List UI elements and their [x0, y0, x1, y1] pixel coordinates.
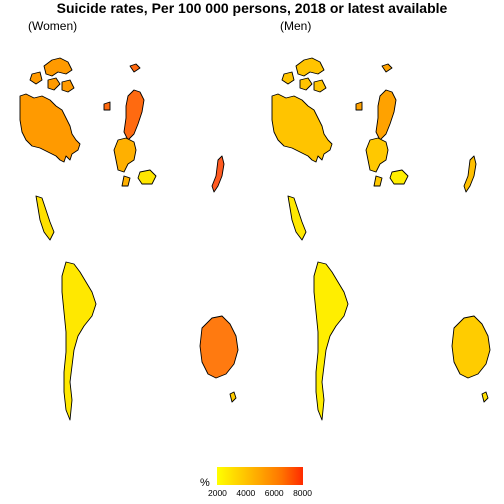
legend-title: % [200, 477, 210, 489]
country-shape-western-europe [121, 175, 131, 187]
country-shape-north-america [281, 71, 295, 85]
country-shape-north-america [47, 77, 61, 91]
country-shape-western-europe [373, 175, 383, 187]
country-shape-nordic [129, 63, 141, 73]
country-shape-north-america [29, 71, 43, 85]
country-shape-north-america [271, 93, 333, 163]
legend-tick-label: 2000 [208, 488, 227, 498]
panel-label-men: (Men) [280, 19, 312, 33]
legend-color-bar [217, 467, 303, 485]
chart-title: Suicide rates, Per 100 000 persons, 2018… [56, 0, 448, 16]
country-shape-new-zealand [481, 391, 489, 403]
country-shape-western-europe [365, 137, 389, 173]
country-shape-mexico [287, 195, 307, 241]
country-shape-south-america [61, 261, 97, 421]
country-shape-japan-korea [463, 155, 477, 193]
country-shape-mexico [35, 195, 55, 241]
country-shape-south-america [313, 261, 349, 421]
country-shape-new-zealand [229, 391, 237, 403]
country-shape-north-america [43, 57, 73, 77]
country-shape-north-america [313, 79, 327, 93]
country-shape-north-america [19, 93, 81, 163]
legend-ticks: 2000 4000 6000 8000 [208, 488, 312, 498]
country-shape-eastern-europe [137, 169, 157, 185]
country-shape-nordic [375, 89, 397, 141]
country-shape-north-america [295, 57, 325, 77]
country-shape-western-europe [113, 137, 137, 173]
map-panel-women [19, 57, 239, 421]
map-panel-men [271, 57, 491, 421]
country-shape-japan-korea [211, 155, 225, 193]
country-shape-australia [451, 315, 491, 379]
country-shape-australia [199, 315, 239, 379]
country-shape-nordic [355, 101, 363, 111]
legend-tick-label: 4000 [236, 488, 256, 498]
country-shape-nordic [381, 63, 393, 73]
panel-label-women: (Women) [28, 19, 78, 33]
country-shape-north-america [61, 79, 75, 93]
country-shape-north-america [299, 77, 313, 91]
country-shape-eastern-europe [389, 169, 409, 185]
legend-tick-label: 8000 [293, 488, 312, 498]
country-shape-nordic [103, 101, 111, 111]
country-shape-nordic [123, 89, 145, 141]
legend-tick-label: 6000 [264, 488, 284, 498]
